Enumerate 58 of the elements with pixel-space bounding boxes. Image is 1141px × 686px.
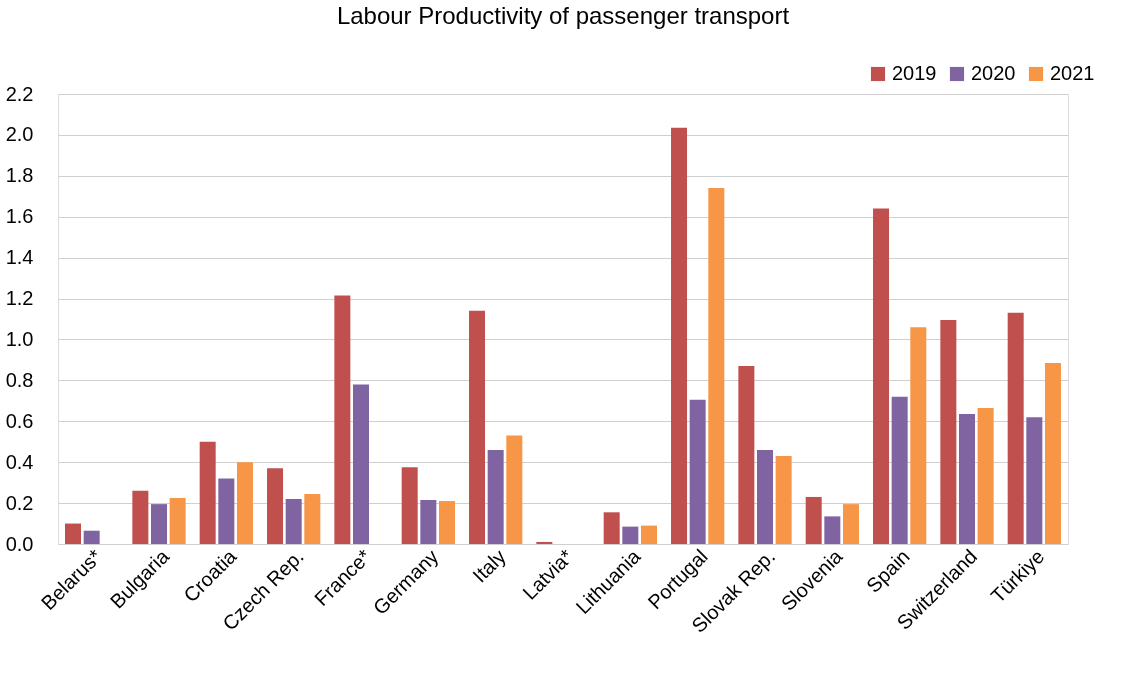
bar (805, 496, 822, 544)
y-tick-label: 1.0 (5, 327, 34, 350)
bar (977, 407, 994, 544)
y-tick-label: 1.2 (5, 287, 34, 310)
bar (285, 499, 302, 544)
legend-label: 2020 (971, 62, 1016, 84)
bar (959, 414, 975, 544)
bar (603, 512, 620, 544)
bar (689, 399, 706, 544)
bar (83, 530, 100, 544)
bar (267, 468, 284, 544)
bar (824, 516, 841, 544)
bar (622, 526, 639, 544)
bar (1044, 362, 1061, 544)
y-tick-label: 0.0 (5, 532, 34, 555)
bar (169, 497, 186, 544)
bar (420, 500, 437, 544)
y-tick-label: 2.2 (5, 82, 34, 105)
bar (873, 208, 890, 544)
bar (218, 478, 235, 544)
bar (910, 327, 927, 544)
x-tick-label: Italy (468, 545, 510, 587)
bar (842, 504, 859, 544)
chart-title: Labour Productivity of passenger transport (336, 2, 790, 29)
bar (65, 523, 82, 544)
bar (1007, 312, 1024, 544)
y-tick-label: 0.2 (5, 491, 34, 514)
bar (506, 435, 523, 544)
bar (708, 188, 725, 544)
y-tick-label: 1.6 (5, 205, 34, 228)
bar (304, 493, 321, 544)
y-tick-label: 1.8 (5, 164, 34, 187)
bar (199, 441, 216, 544)
bar (487, 449, 504, 544)
bar (236, 462, 253, 544)
bar (738, 366, 755, 544)
y-tick-label: 1.4 (5, 246, 34, 269)
bar (469, 310, 486, 544)
bar (353, 384, 369, 544)
legend-label: 2021 (1050, 62, 1095, 84)
y-tick-label: 0.6 (5, 409, 34, 432)
bar (640, 525, 657, 544)
bar (1026, 417, 1043, 544)
y-tick-label: 2.0 (5, 123, 34, 146)
y-tick-label: 0.4 (5, 450, 34, 473)
bar (334, 295, 351, 544)
bar (775, 456, 792, 544)
bar (891, 396, 908, 544)
bar (438, 501, 455, 544)
bar (401, 467, 418, 544)
bar (151, 504, 167, 544)
bar (132, 490, 149, 544)
bar (940, 320, 957, 544)
bar (757, 449, 773, 544)
bar (671, 127, 688, 544)
bar (536, 541, 553, 544)
y-tick-label: 0.8 (5, 368, 34, 391)
legend-label: 2019 (892, 62, 937, 84)
